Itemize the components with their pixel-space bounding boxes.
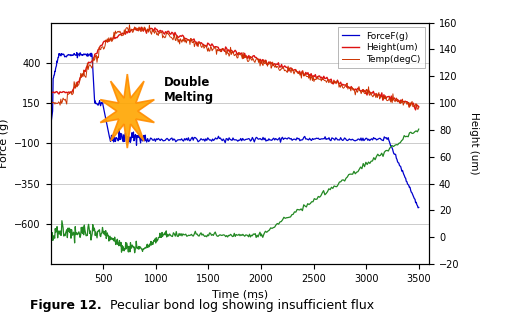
- Y-axis label: Height (um): Height (um): [469, 112, 479, 175]
- ForceF(g): [47, 125, 54, 129]
- ForceF(g): [415, 206, 421, 210]
- Height(um): [146, 27, 153, 31]
- Height(um): [218, 50, 224, 53]
- Temp(degC): [350, 88, 356, 92]
- Temp(degC): [47, 101, 54, 105]
- ForceF(g): [230, 136, 236, 140]
- Height(um): [47, 91, 54, 95]
- Legend: ForceF(g), Height(um), Temp(degC): ForceF(g), Height(um), Temp(degC): [338, 27, 425, 69]
- Height(um): [413, 108, 419, 112]
- ForceF(g): [237, 138, 243, 142]
- Height(um): [245, 56, 251, 60]
- Temp(degC): [247, 54, 254, 58]
- Height(um): [401, 100, 407, 104]
- Temp(degC): [416, 105, 422, 109]
- Line: Temp(degC): Temp(degC): [50, 25, 419, 109]
- Text: Peculiar bond log showing insufficient flux: Peculiar bond log showing insufficient f…: [106, 299, 374, 312]
- ForceF(g): [74, 51, 80, 54]
- Height(um): [412, 106, 418, 109]
- ForceF(g): [301, 135, 308, 138]
- Text: Double
Melting: Double Melting: [164, 76, 214, 104]
- Temp(degC): [267, 60, 273, 64]
- Polygon shape: [100, 74, 155, 148]
- ForceF(g): [195, 140, 201, 144]
- Temp(degC): [408, 104, 414, 108]
- X-axis label: Time (ms): Time (ms): [212, 289, 268, 299]
- Height(um): [266, 60, 272, 64]
- Line: ForceF(g): ForceF(g): [50, 52, 419, 208]
- Temp(degC): [223, 53, 229, 57]
- Text: Figure 12.: Figure 12.: [30, 299, 102, 312]
- Height(um): [138, 25, 144, 29]
- ForceF(g): [326, 136, 332, 140]
- ForceF(g): [416, 205, 422, 209]
- Y-axis label: Force (g): Force (g): [0, 118, 9, 168]
- Height(um): [416, 105, 422, 109]
- Temp(degC): [225, 51, 231, 55]
- ForceF(g): [399, 168, 406, 172]
- Temp(degC): [415, 107, 421, 111]
- Line: Height(um): Height(um): [50, 27, 419, 110]
- Temp(degC): [126, 23, 132, 27]
